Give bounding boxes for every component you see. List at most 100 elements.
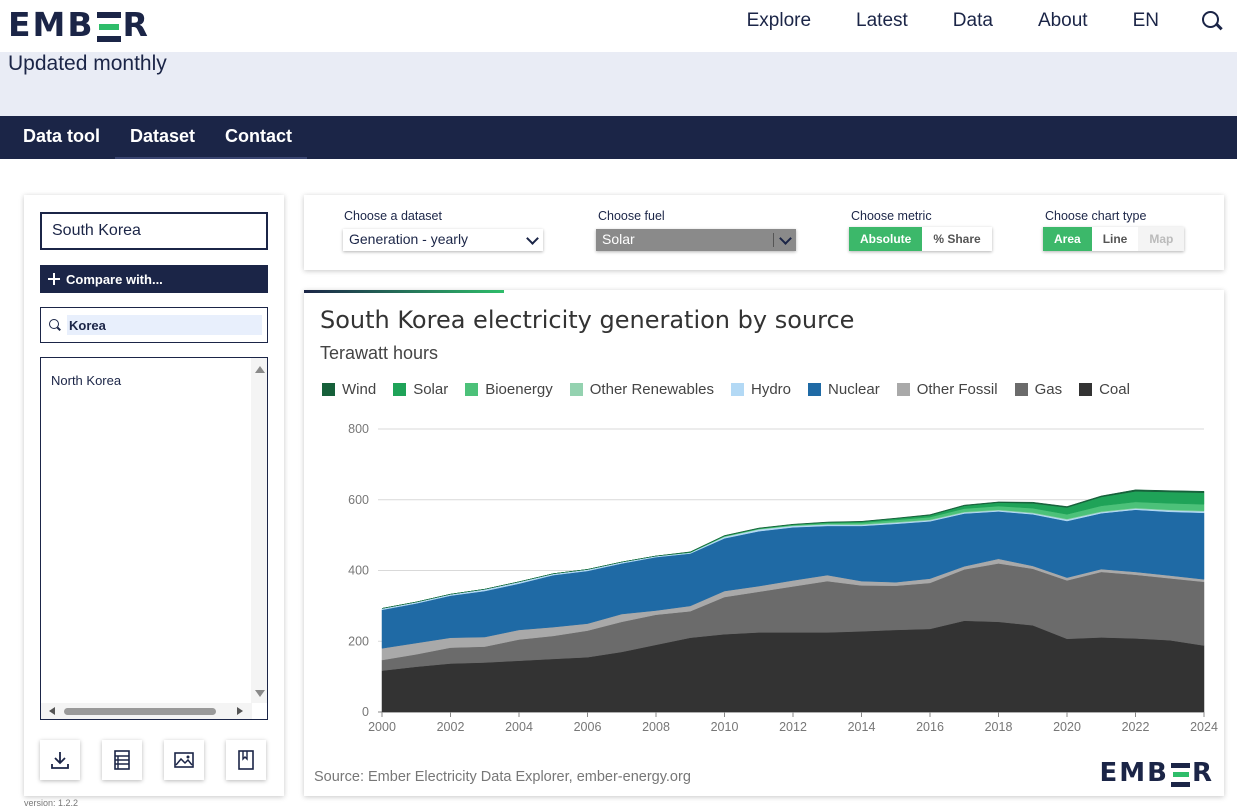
x-tick-label: 2024 [1190,720,1218,734]
x-tick-label: 2008 [642,720,670,734]
legend-item-other-renewables[interactable]: Other Renewables [569,381,714,398]
chart-card: South Korea electricity generation by so… [304,290,1224,796]
book-icon [238,750,254,770]
search-icon [49,319,61,331]
horizontal-scrollbar[interactable] [41,703,252,719]
charttype-map[interactable]: Map [1138,227,1185,251]
legend-label: Wind [342,381,377,398]
metric-absolute[interactable]: Absolute [849,227,923,251]
x-tick-label: 2002 [437,720,465,734]
compare-with-button[interactable]: Compare with... [40,265,268,293]
charttype-toggle: Area Line Map [1043,227,1185,251]
main-nav: Explore Latest Data About EN [747,10,1237,32]
fuel-value: Solar [602,231,635,247]
card-accent-bar [304,290,504,293]
legend-item-solar[interactable]: Solar [393,381,448,398]
banner-text: Updated monthly [8,52,167,75]
page-banner: Updated monthly [0,52,1237,116]
dataset-value: Generation - yearly [349,231,469,247]
area-series-wind[interactable] [381,489,1205,609]
legend-swatch [393,383,407,396]
legend-item-bioenergy[interactable]: Bioenergy [465,381,553,398]
chart-source: Source: Ember Electricity Data Explorer,… [314,769,691,785]
scroll-up-icon[interactable] [255,366,265,373]
nav-language[interactable]: EN [1132,10,1159,31]
legend-label: Solar [413,381,449,398]
chart-subtitle: Terawatt hours [320,343,439,363]
subnav-contact[interactable]: Contact [210,116,308,159]
legend-swatch [569,383,583,396]
scroll-right-icon[interactable] [237,707,243,715]
fuel-select[interactable]: Solar [596,229,796,251]
ember-footer-logo: EMB R [1099,758,1214,788]
download-button[interactable] [40,740,80,780]
charttype-area[interactable]: Area [1043,227,1092,251]
legend-item-other-fossil[interactable]: Other Fossil [896,381,998,398]
country-search [40,307,268,343]
selected-country[interactable]: South Korea [40,212,268,250]
search-icon[interactable] [1201,10,1223,32]
scroll-thumb[interactable] [64,708,216,715]
y-tick-label: 800 [348,422,369,436]
nav-latest[interactable]: Latest [856,10,908,31]
chart-legend: Wind Solar Bioenergy Other Renewables Hydro N… [322,381,1147,398]
scroll-down-icon[interactable] [255,690,265,697]
legend-label: Coal [1099,381,1130,398]
ember-logo[interactable]: EMB R [8,4,150,44]
logo-e-mark [1170,763,1190,787]
country-sidebar: South Korea Compare with... North Korea [24,195,284,796]
nav-explore[interactable]: Explore [746,10,812,31]
y-tick-label: 600 [348,493,369,507]
y-tick-label: 200 [348,634,369,648]
top-navigation: EMB R Explore Latest Data About EN [0,0,1237,52]
y-tick-label: 0 [362,705,369,719]
legend-item-gas[interactable]: Gas [1014,381,1062,398]
nav-about[interactable]: About [1037,10,1088,31]
vertical-scrollbar[interactable] [251,358,267,703]
charttype-label: Choose chart type [1045,209,1147,223]
sub-navigation: Data tool Dataset Contact [0,116,1237,159]
subnav-dataset[interactable]: Dataset [115,116,211,159]
x-tick-label: 2018 [985,720,1013,734]
x-tick-label: 2000 [368,720,396,734]
y-tick-label: 400 [348,564,369,578]
x-tick-label: 2006 [574,720,602,734]
chart-title: South Korea electricity generation by so… [320,306,855,334]
dataset-select[interactable]: Generation - yearly [343,229,543,251]
legend-item-hydro[interactable]: Hydro [731,381,791,398]
legend-item-wind[interactable]: Wind [322,381,376,398]
legend-swatch [896,383,910,396]
legend-swatch [1079,383,1093,396]
list-item[interactable]: North Korea [51,373,122,388]
logo-e-mark [96,12,121,42]
legend-swatch [731,383,744,396]
legend-label: Other Renewables [589,381,714,398]
select-divider [773,233,774,247]
legend-label: Other Fossil [916,381,998,398]
metric-share[interactable]: % Share [922,227,992,251]
x-tick-label: 2020 [1053,720,1081,734]
legend-swatch [808,383,822,396]
version-label: version: 1.2.2 [24,798,79,808]
metric-label: Choose metric [851,209,932,223]
charttype-line[interactable]: Line [1091,227,1139,251]
nav-data[interactable]: Data [952,10,993,31]
metric-toggle: Absolute % Share [849,227,992,251]
x-tick-label: 2016 [916,720,944,734]
chevron-down-icon [779,232,792,245]
area-chart: 0 200 400 600 800 2000 2002 2004 2006 2008 2010 201… [348,422,1218,734]
image-icon [174,752,194,768]
image-export-button[interactable] [164,740,204,780]
x-tick-label: 2012 [779,720,807,734]
legend-swatch [465,383,479,396]
fuel-label: Choose fuel [598,209,665,223]
legend-swatch [322,383,335,396]
legend-item-coal[interactable]: Coal [1079,381,1130,398]
scroll-left-icon[interactable] [49,707,55,715]
data-table-button[interactable] [102,740,142,780]
country-search-input[interactable] [67,315,262,335]
plus-icon [48,273,60,285]
legend-item-nuclear[interactable]: Nuclear [808,381,880,398]
subnav-data-tool[interactable]: Data tool [23,126,101,146]
methodology-button[interactable] [226,740,266,780]
